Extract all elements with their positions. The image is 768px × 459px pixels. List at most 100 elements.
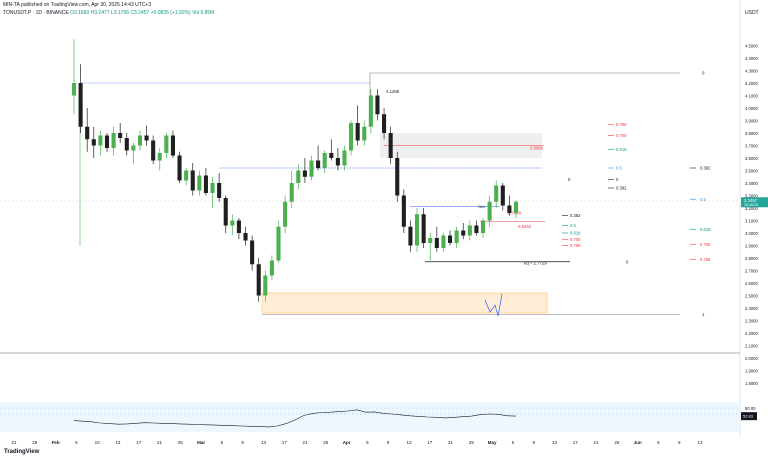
- y-tick-label: 2.6000: [745, 281, 758, 286]
- x-tick-label: 13: [115, 440, 121, 445]
- candle-body: [414, 214, 420, 246]
- candle-body: [177, 155, 182, 181]
- candle-body: [428, 238, 433, 243]
- candle-body: [362, 126, 367, 141]
- fib-mid-label: 0.618: [570, 231, 581, 236]
- candle-body: [111, 133, 116, 148]
- candle-body: [421, 214, 426, 243]
- rsi-last-tag: [741, 412, 757, 421]
- candle-body: [474, 225, 479, 233]
- fib-right-label: 0.705: [616, 133, 627, 138]
- y-tick-label: 3.9000: [745, 119, 758, 124]
- candle-body: [316, 160, 321, 168]
- candle-body: [441, 235, 446, 248]
- x-tick-label: 13: [552, 440, 558, 445]
- candle-body: [309, 160, 314, 177]
- x-tick-label: 21: [11, 440, 17, 445]
- x-tick-label: 13: [406, 440, 412, 445]
- fib-right-label: 0: [616, 177, 619, 182]
- rsi-tick: 80.00: [745, 406, 756, 411]
- fib-mid-label: 0.382: [570, 213, 581, 218]
- last-price-tag: [741, 197, 768, 208]
- y-tick-label: 4.2000: [745, 81, 758, 86]
- fib-mid-label: 0.705: [570, 237, 581, 242]
- y-tick-label: 3.4000: [745, 181, 758, 186]
- x-tick-label: 25: [614, 440, 620, 445]
- rsi-last-value: 52.83: [743, 414, 754, 419]
- y-tick-label: 4.5000: [745, 44, 758, 49]
- symbol-name[interactable]: TONUSDT.P · 1D · BINANCE: [3, 10, 69, 16]
- candle-body: [276, 226, 281, 261]
- candle-body: [223, 198, 228, 226]
- y-tick-label: 2.4000: [745, 306, 758, 311]
- fib-right-label: 0.5: [616, 166, 622, 171]
- candle-body: [190, 170, 195, 191]
- y-tick-label: 4.1000: [745, 94, 758, 99]
- candle-body: [269, 260, 274, 276]
- candle-body: [507, 205, 512, 213]
- candle-body: [104, 135, 110, 148]
- fib-right-label: 0.786: [616, 122, 627, 127]
- candle-body: [434, 238, 439, 248]
- fib-zero-eq-label: 0: [626, 259, 629, 264]
- candle-body: [454, 230, 459, 243]
- candle-body: [217, 183, 222, 198]
- candle-body: [500, 185, 505, 206]
- annotation-box: 0.6960: [530, 145, 544, 150]
- x-tick-label: Mar: [197, 440, 205, 445]
- y-tick-label: 3.3000: [745, 194, 758, 199]
- candle-body: [197, 175, 202, 191]
- annotation-red-b: 0.6452: [518, 224, 532, 229]
- candle-body: [447, 235, 453, 243]
- candle-body: [467, 225, 472, 236]
- y-tick-label: 2.9000: [745, 244, 758, 249]
- x-tick-label: 5: [366, 440, 369, 445]
- y-tick-label: 2.3000: [745, 319, 758, 324]
- candle-body: [408, 226, 413, 246]
- x-tick-label: 9: [678, 440, 681, 445]
- x-tick-label: 25: [178, 440, 184, 445]
- publish-info: MIN-TA published on TradingView.com, Apr…: [3, 2, 152, 8]
- y-tick-label: 2.7000: [745, 269, 758, 274]
- y-tick-label: 3.5000: [745, 169, 758, 174]
- y-tick-label: 2.2000: [745, 331, 758, 336]
- x-tick-label: 21: [594, 440, 600, 445]
- y-tick-label: 4.4000: [745, 56, 758, 61]
- annotation-high: 4.1286: [386, 89, 400, 94]
- candle-body: [513, 201, 519, 213]
- x-tick-label: 9: [241, 440, 244, 445]
- fib-zero-mid-label: 0: [568, 177, 571, 182]
- candle-body: [164, 135, 169, 153]
- y-tick-label: 3.6000: [745, 156, 758, 161]
- candle-body: [98, 135, 103, 146]
- candle-body: [170, 135, 176, 156]
- candle-body: [355, 123, 360, 141]
- candle-body: [243, 233, 248, 241]
- y-tick-label: 2.8000: [745, 256, 758, 261]
- candle-body: [203, 175, 208, 193]
- candle-body: [91, 139, 96, 146]
- fib-one-label: 1: [702, 312, 705, 317]
- x-tick-label: 25: [32, 440, 38, 445]
- y-tick-label: 2.0000: [745, 356, 758, 361]
- candle-body: [210, 183, 215, 193]
- candle-body: [401, 195, 406, 227]
- candle-body: [322, 153, 327, 168]
- tradingview-logo[interactable]: TradingView: [4, 449, 40, 455]
- candle-body: [375, 95, 380, 115]
- fib-right-label: 0.618: [616, 147, 627, 152]
- fib-far-label: 0.5: [700, 197, 706, 202]
- x-tick-label: 9: [532, 440, 535, 445]
- candle-body: [184, 170, 189, 181]
- x-tick-label: 13: [697, 440, 703, 445]
- x-tick-label: 25: [469, 440, 475, 445]
- fib-far-label: 0.705: [700, 242, 711, 247]
- candle-body: [71, 83, 77, 96]
- y-tick-label: 3.1000: [745, 219, 758, 224]
- fib-far-label: 0.786: [700, 257, 711, 262]
- y-tick-label: 1.8000: [745, 381, 758, 386]
- candle-body: [144, 135, 149, 141]
- x-tick-label: 21: [157, 440, 163, 445]
- candle-body: [395, 158, 400, 196]
